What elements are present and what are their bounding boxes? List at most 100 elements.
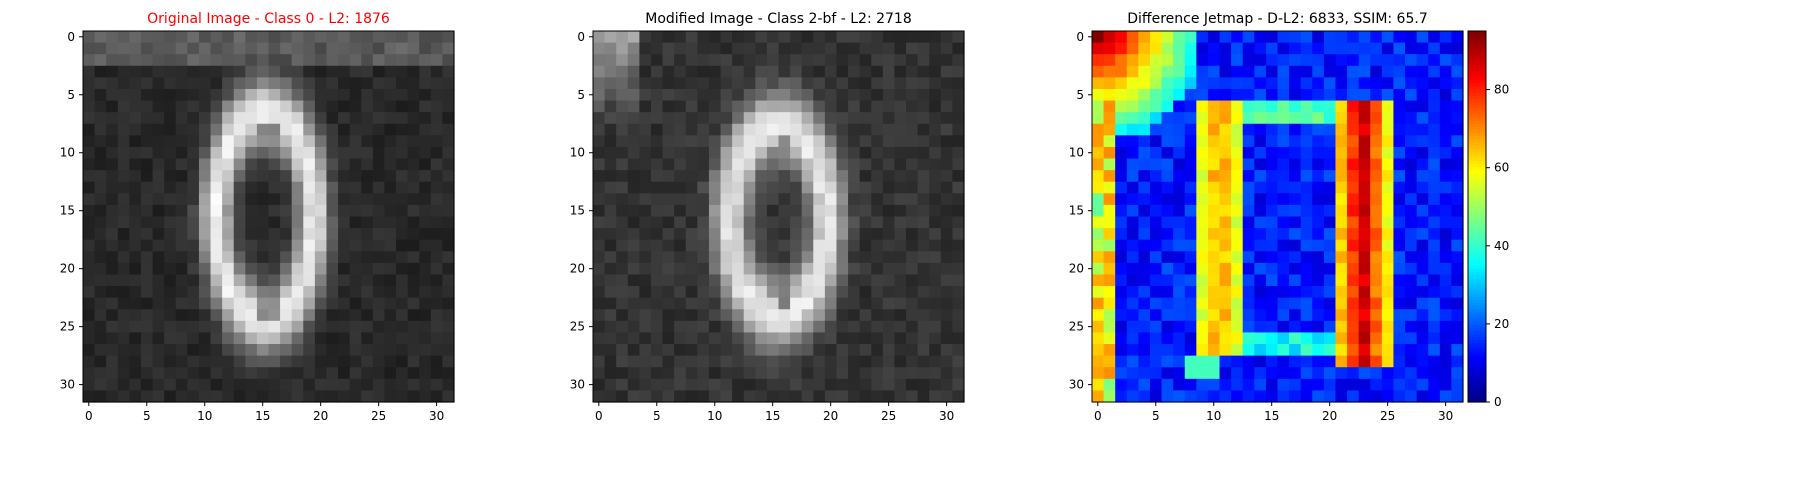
heatmap-cell [140,65,154,78]
heatmap-cell [1358,286,1371,299]
heatmap-cell [917,390,930,403]
heatmap-cell [1126,251,1139,264]
heatmap-cell [1381,31,1395,44]
heatmap-cell [650,309,664,322]
heatmap-cell [164,135,177,148]
heatmap-cell [708,100,722,113]
heatmap-cell [349,54,362,67]
heatmap-cell [1207,344,1221,357]
heatmap-cell [407,309,420,322]
heatmap-cell [882,309,896,322]
heatmap-cell [1254,100,1267,113]
heatmap-cell [1207,158,1221,171]
heatmap-cell [662,297,675,310]
heatmap-cell [1335,88,1348,102]
heatmap-cell [129,158,142,171]
heatmap-cell [593,262,606,276]
heatmap-cell [1138,77,1151,90]
heatmap-cell [256,65,270,78]
heatmap-cell [952,42,965,55]
colorbar-segment [1468,293,1486,298]
heatmap-cell [1219,332,1232,345]
heatmap-cell [361,88,374,102]
heatmap-cell [917,54,930,67]
heatmap-cell [593,31,606,44]
heatmap-cell [187,135,200,148]
heatmap-cell [187,181,200,194]
heatmap-cell [940,228,953,241]
heatmap-cell [338,239,351,252]
heatmap-cell [140,204,154,218]
colorbar-segment [1468,80,1486,85]
heatmap-cell [743,146,756,160]
x-tick-label: 20 [823,409,838,423]
heatmap-cell [952,216,965,229]
colorbar-segment [1468,151,1486,156]
heatmap-cell [940,146,953,160]
heatmap-cell [593,204,606,218]
heatmap-cell [1370,239,1383,252]
heatmap-cell [929,297,942,310]
heatmap-cell [1231,77,1244,90]
heatmap-cell [1115,54,1128,67]
heatmap-cell [952,344,965,357]
heatmap-cell [210,88,223,102]
heatmap-cell [349,332,362,345]
heatmap-cell [732,170,745,183]
heatmap-cell [755,88,768,102]
heatmap-cell [1393,158,1406,171]
heatmap-cell [952,297,965,310]
heatmap-cell [222,88,235,102]
heatmap-cell [117,228,130,241]
heatmap-cell [952,239,965,252]
heatmap-cell [685,65,698,78]
heatmap-cell [1173,355,1186,368]
heatmap-cell [372,216,386,229]
heatmap-cell [338,262,351,276]
colorbar-segment [1468,364,1486,369]
heatmap-cell [1126,355,1139,368]
heatmap-cell [117,297,130,310]
heatmap-cell [140,286,154,299]
heatmap-cell [187,65,200,78]
heatmap-cell [396,88,409,102]
heatmap-cell [430,367,443,380]
heatmap-cell [1381,88,1395,102]
heatmap-cell [1323,54,1337,67]
heatmap-cell [755,204,768,218]
heatmap-cell [1300,390,1313,403]
heatmap-cell [929,146,942,160]
heatmap-cell [326,367,339,380]
heatmap-cell [1381,390,1395,403]
heatmap-cell [326,320,339,334]
colorbar-segment [1468,58,1486,63]
heatmap-cell [593,135,606,148]
heatmap-cell [1184,65,1197,78]
heatmap-cell [1323,88,1337,102]
heatmap-cell [1358,204,1371,218]
heatmap-cell [1126,54,1139,67]
heatmap-cell [813,286,826,299]
heatmap-cell [1323,309,1337,322]
heatmap-cell [1265,262,1279,276]
heatmap-cell [396,228,409,241]
heatmap-cell [396,344,409,357]
colorbar-segment [1468,55,1486,60]
colorbar-segment [1468,139,1486,143]
heatmap-cell [650,42,664,55]
heatmap-cell [256,216,270,229]
heatmap-cell [326,216,339,229]
heatmap-cell [1312,193,1325,206]
heatmap-cell [280,123,293,136]
heatmap-cell [1428,274,1441,287]
heatmap-cell [419,355,432,368]
heatmap-cell [836,390,849,403]
heatmap-cell [419,100,432,113]
heatmap-cell [639,42,652,55]
heatmap-cell [894,378,907,391]
heatmap-cell [175,146,188,160]
heatmap-cell [848,204,861,218]
heatmap-cell [732,77,745,90]
heatmap-cell [1231,344,1244,357]
